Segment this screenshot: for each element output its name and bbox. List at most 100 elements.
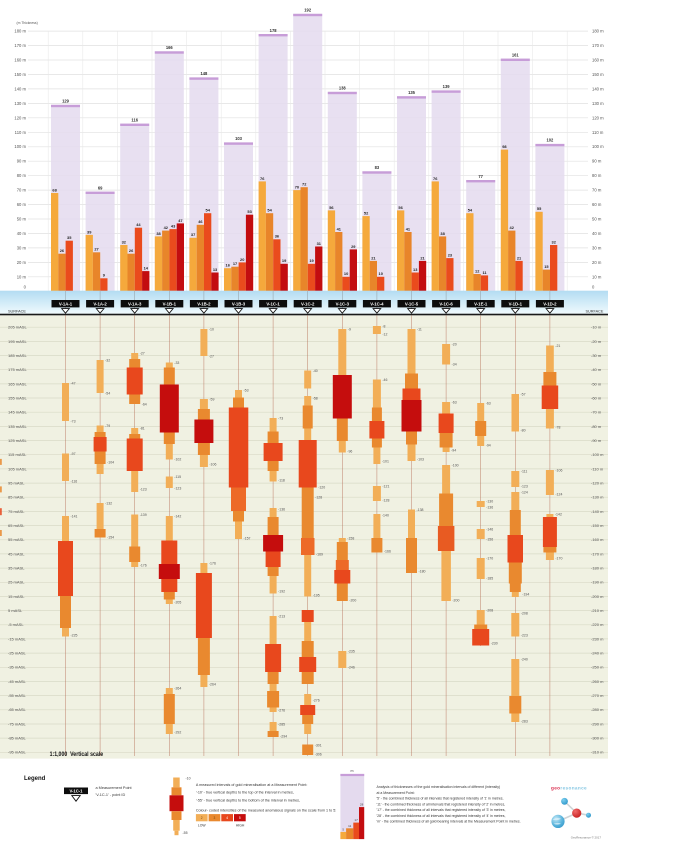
svg-text:90 m: 90 m <box>592 159 602 164</box>
svg-text:V-1C-2: V-1C-2 <box>301 302 315 307</box>
svg-text:15: 15 <box>544 264 549 269</box>
svg-text:41: 41 <box>406 226 411 231</box>
svg-text:V-1A-3: V-1A-3 <box>128 302 142 307</box>
svg-text:-283: -283 <box>521 720 528 724</box>
svg-text:-210 m: -210 m <box>591 608 604 613</box>
svg-text:-59: -59 <box>209 398 214 402</box>
svg-text:-90 m: -90 m <box>591 438 602 443</box>
svg-text:20: 20 <box>240 257 244 262</box>
svg-text:30 m: 30 m <box>592 245 602 250</box>
svg-text:-50 m: -50 m <box>591 381 602 386</box>
svg-text:76: 76 <box>260 176 265 181</box>
svg-text:83: 83 <box>375 165 380 170</box>
svg-text:-180: -180 <box>419 570 426 574</box>
svg-text:55: 55 <box>537 206 542 211</box>
svg-text:60 m: 60 m <box>592 202 602 207</box>
svg-text:180 m: 180 m <box>14 29 26 34</box>
svg-text:27: 27 <box>94 247 98 252</box>
svg-text:-176: -176 <box>140 564 147 568</box>
svg-text:-301: -301 <box>315 744 322 748</box>
svg-text:20 m: 20 m <box>592 260 602 265</box>
svg-text:103: 103 <box>235 136 243 141</box>
svg-text:a Measurement Point: a Measurement Point <box>96 786 133 790</box>
svg-text:-124: -124 <box>521 491 528 495</box>
svg-text:-139: -139 <box>140 513 147 517</box>
svg-text:-121: -121 <box>382 485 389 489</box>
svg-text:10: 10 <box>344 271 348 276</box>
svg-text:100 m: 100 m <box>14 144 26 149</box>
svg-text:54: 54 <box>267 208 272 213</box>
svg-text:-200 m: -200 m <box>591 594 604 599</box>
svg-text:-240: -240 <box>521 658 528 662</box>
svg-text:-223: -223 <box>521 634 528 638</box>
svg-text:19: 19 <box>282 258 287 263</box>
svg-text:LOW: LOW <box>198 824 207 828</box>
svg-text:-15 mASL: -15 mASL <box>8 636 27 641</box>
svg-text:-79: -79 <box>105 424 110 428</box>
svg-text:150 m: 150 m <box>14 72 26 77</box>
svg-text:-200: -200 <box>349 599 356 603</box>
svg-text:15 mASL: 15 mASL <box>8 594 25 599</box>
svg-text:-195: -195 <box>313 594 320 598</box>
svg-text:-103: -103 <box>417 458 424 462</box>
svg-text:-250 m: -250 m <box>591 665 604 670</box>
svg-text:160 m: 160 m <box>592 58 604 63</box>
svg-text:-132: -132 <box>105 502 112 506</box>
svg-text:-57: -57 <box>521 393 526 397</box>
svg-text:-150 m: -150 m <box>591 523 604 528</box>
svg-text:-264: -264 <box>174 687 181 691</box>
svg-text:Analysis of thicknesses of the: Analysis of thicknesses of the gold mine… <box>377 785 501 789</box>
svg-text:-21: -21 <box>555 344 560 348</box>
svg-text:23: 23 <box>448 253 453 258</box>
svg-text:-95 mASL: -95 mASL <box>8 750 27 755</box>
svg-text:(m Thickness): (m Thickness) <box>17 21 38 25</box>
svg-text:29: 29 <box>351 244 356 249</box>
svg-text:'-10' - true vertical depths t: '-10' - true vertical depths to the top … <box>196 791 294 795</box>
svg-text:V-1B-1: V-1B-1 <box>163 302 177 307</box>
svg-text:135: 135 <box>408 90 416 95</box>
svg-text:-100: -100 <box>452 464 459 468</box>
svg-text:70 m: 70 m <box>592 188 602 193</box>
svg-text:-300 m: -300 m <box>591 736 604 741</box>
svg-text:185 mASL: 185 mASL <box>8 353 27 358</box>
svg-text:60 m: 60 m <box>17 202 27 207</box>
svg-text:-111: -111 <box>521 470 528 474</box>
svg-text:130 m: 130 m <box>592 101 604 106</box>
svg-text:-270 m: -270 m <box>591 693 604 698</box>
svg-text:V-1D-1: V-1D-1 <box>509 302 523 307</box>
svg-text:56: 56 <box>398 205 403 210</box>
svg-text:m: m <box>351 769 354 773</box>
svg-text:-25 mASL: -25 mASL <box>8 651 27 656</box>
svg-text:-46: -46 <box>382 378 387 382</box>
svg-text:-136: -136 <box>278 508 285 512</box>
svg-text:170 m: 170 m <box>14 43 26 48</box>
svg-text:Colour- coded intensities of t: Colour- coded intensities of the measure… <box>196 809 336 813</box>
svg-text:145 mASL: 145 mASL <box>8 410 27 415</box>
svg-text:-120 m: -120 m <box>591 481 604 486</box>
svg-text:54: 54 <box>468 208 473 213</box>
svg-text:-110 m: -110 m <box>591 466 604 471</box>
svg-text:-78: -78 <box>555 426 560 430</box>
svg-text:-208: -208 <box>486 609 493 613</box>
svg-text:70 m: 70 m <box>17 188 27 193</box>
svg-text:-100 m: -100 m <box>591 452 604 457</box>
svg-text:30 m: 30 m <box>17 245 27 250</box>
svg-text:100 m: 100 m <box>592 144 604 149</box>
svg-text:155 mASL: 155 mASL <box>8 395 27 400</box>
svg-text:55 mASL: 55 mASL <box>8 537 25 542</box>
svg-text:166: 166 <box>166 45 174 50</box>
svg-text:26: 26 <box>60 248 65 253</box>
svg-text:-5 mASL: -5 mASL <box>8 622 24 627</box>
svg-text:-306: -306 <box>315 753 322 757</box>
svg-text:38: 38 <box>440 231 445 236</box>
svg-text:-185: -185 <box>486 577 493 581</box>
svg-text:-280 m: -280 m <box>591 707 604 712</box>
svg-text:-118: -118 <box>278 479 285 483</box>
svg-text:-123: -123 <box>521 485 528 489</box>
svg-text:-73: -73 <box>71 420 76 424</box>
svg-text:161: 161 <box>512 52 520 57</box>
svg-text:V-1E-1: V-1E-1 <box>474 302 488 307</box>
svg-text:105 mASL: 105 mASL <box>8 466 27 471</box>
svg-text:-8: -8 <box>382 325 385 329</box>
svg-text:-30 m: -30 m <box>591 353 602 358</box>
